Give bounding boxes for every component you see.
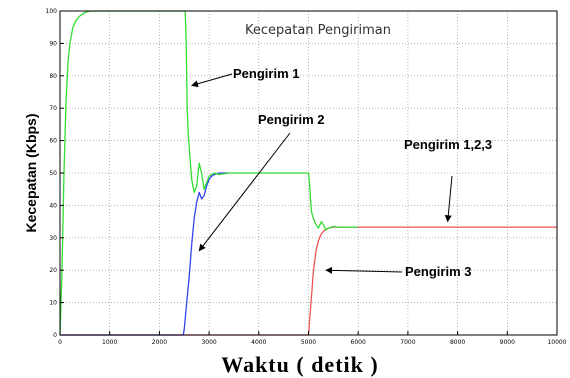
annotation-label: Pengirim 2 xyxy=(258,112,324,127)
chart-title: Kecepatan Pengiriman xyxy=(245,23,391,38)
annotation-arrow xyxy=(444,175,453,223)
y-tick-label: 80 xyxy=(49,73,57,80)
x-tick-label: 9000 xyxy=(500,339,515,346)
annotation-arrow xyxy=(198,132,291,252)
x-tick-label: 0 xyxy=(58,339,62,346)
x-tick-label: 6000 xyxy=(351,339,366,346)
y-axis-label: Kecepatan (Kbps) xyxy=(23,113,39,232)
x-tick-label: 10000 xyxy=(547,339,566,346)
ticks-group: 0 1000 2000 3000 4000 5000 6000 7000 8000 9000 100… xyxy=(46,8,567,346)
y-tick-label: 90 xyxy=(49,40,57,47)
y-tick-label: 60 xyxy=(49,138,57,145)
y-tick-label: 30 xyxy=(49,235,57,242)
x-tick-label: 8000 xyxy=(450,339,465,346)
annotations-group: Pengirim 1 Pengirim 2 Pengirim 1,2,3 Pengir… xyxy=(191,66,492,279)
annotation-arrow xyxy=(191,73,233,88)
y-tick-label: 100 xyxy=(46,8,58,15)
y-tick-label: 0 xyxy=(53,332,57,339)
x-tick-label: 7000 xyxy=(400,339,415,346)
annotation-label: Pengirim 1,2,3 xyxy=(404,137,492,152)
series-line-pengirim-2 xyxy=(60,172,229,336)
series-line-pengirim-1 xyxy=(59,10,359,336)
y-tick-label: 20 xyxy=(49,267,57,274)
series-group xyxy=(59,10,557,336)
annotation-label: Pengirim 1 xyxy=(233,66,299,81)
y-tick-label: 40 xyxy=(49,202,57,209)
x-tick-label: 4000 xyxy=(251,339,266,346)
annotation-arrow xyxy=(325,266,403,274)
y-tick-label: 50 xyxy=(49,170,57,177)
annotation-label: Pengirim 3 xyxy=(405,264,471,279)
y-tick-label: 10 xyxy=(49,300,57,307)
x-tick-label: 5000 xyxy=(301,339,316,346)
x-axis-label: Waktu ( detik ) xyxy=(221,352,378,377)
x-tick-label: 2000 xyxy=(152,339,167,346)
x-tick-label: 3000 xyxy=(201,339,216,346)
x-tick-label: 1000 xyxy=(102,339,117,346)
y-tick-label: 70 xyxy=(49,105,57,112)
